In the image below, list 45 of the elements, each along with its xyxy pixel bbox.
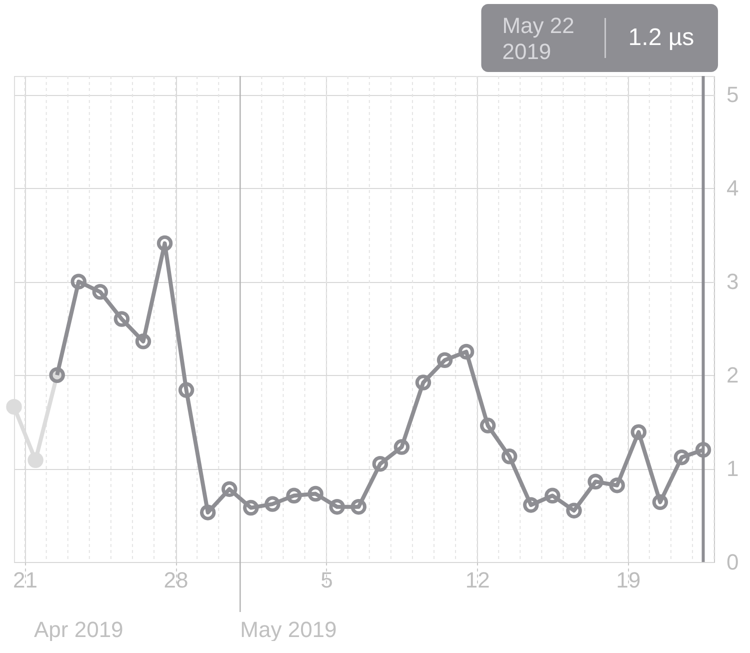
point [502, 448, 518, 464]
x-tick-label: 21 [13, 568, 38, 592]
x-tick-label: 28 [164, 568, 188, 592]
point [156, 235, 173, 252]
point [609, 478, 625, 494]
x-tick-label: 5 [320, 568, 333, 592]
point [243, 500, 259, 516]
point [695, 442, 712, 458]
point [286, 488, 302, 504]
point [92, 284, 108, 300]
point [350, 498, 366, 515]
point [264, 496, 280, 512]
point [480, 418, 496, 434]
point [178, 382, 194, 398]
point [114, 311, 130, 327]
y-tick-label: 5 [726, 82, 739, 108]
point [70, 274, 86, 290]
text: 1.2 µs [628, 24, 694, 51]
y-tick-label: 1 [726, 456, 739, 482]
point [523, 497, 539, 513]
y-tick-label: 0 [726, 550, 739, 574]
point [415, 374, 432, 390]
point [652, 494, 668, 510]
point [308, 486, 324, 502]
point [28, 452, 44, 468]
x-tick-label: 19 [616, 568, 641, 592]
point [6, 398, 22, 415]
point [200, 504, 216, 520]
point [588, 474, 604, 490]
point [544, 488, 560, 504]
point [674, 449, 690, 466]
x-tick-label: 12 [465, 568, 490, 592]
point [329, 498, 345, 515]
point [372, 456, 388, 472]
point [630, 424, 646, 440]
point [222, 481, 238, 497]
y-tick-label: 4 [726, 176, 739, 201]
point [394, 439, 410, 455]
y-tick-label: 3 [726, 269, 739, 294]
point [458, 344, 474, 360]
point [566, 502, 582, 518]
point [436, 352, 453, 368]
point [135, 334, 152, 350]
text: May 22 2019 [502, 13, 574, 64]
y-tick-label: 2 [726, 362, 739, 388]
